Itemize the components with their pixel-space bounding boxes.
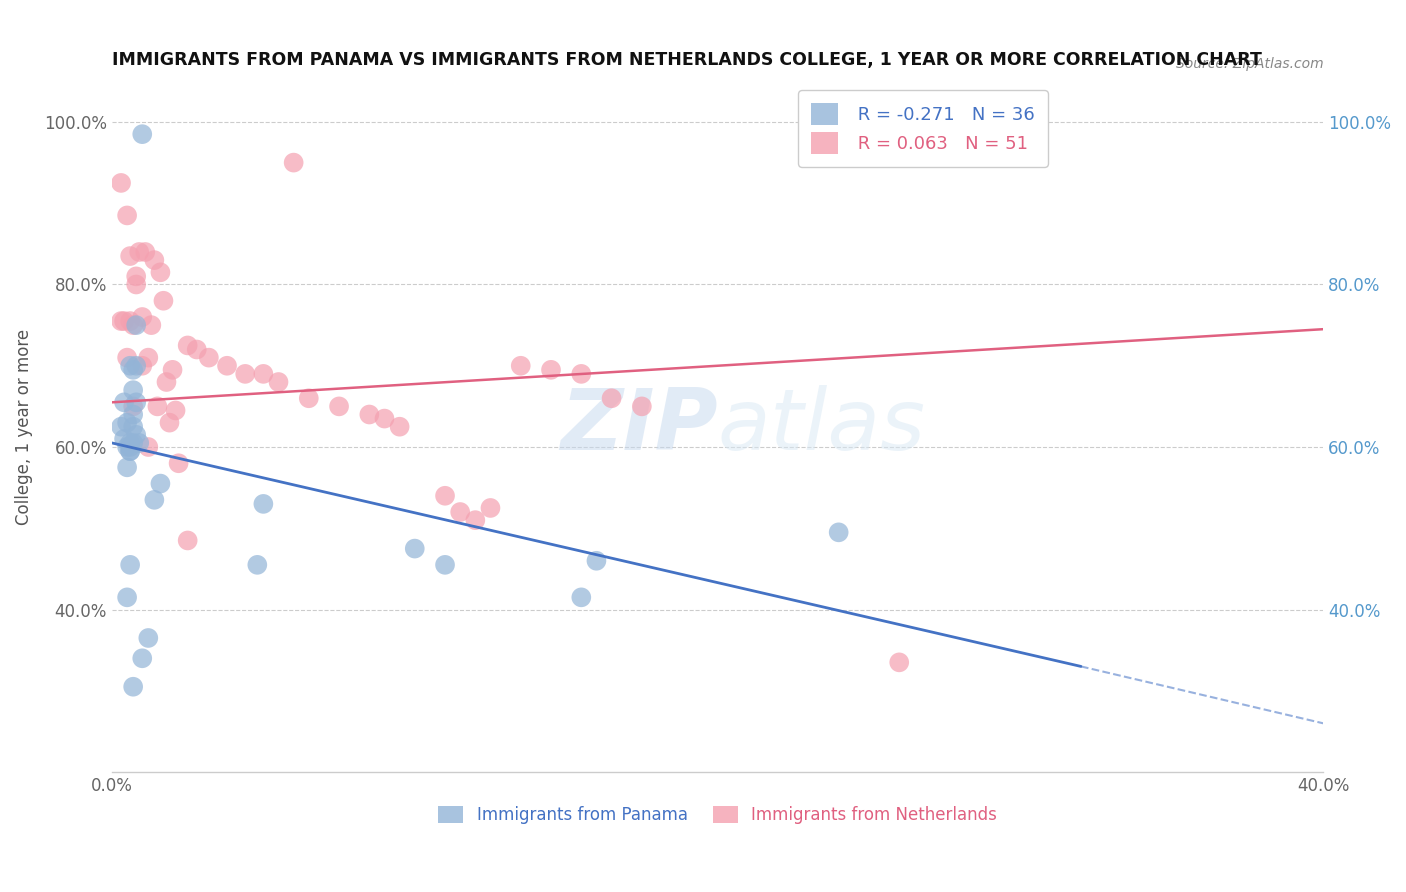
Point (146, 400, 169, 414)
Point (267, 375, 290, 389)
Point (569, 591, 592, 605)
Point (125, 395, 148, 409)
Point (136, 351, 159, 365)
Point (120, 359, 142, 373)
Point (540, 363, 562, 377)
Point (125, 318, 148, 332)
Point (186, 343, 208, 357)
Point (136, 440, 159, 454)
Point (631, 400, 654, 414)
Point (115, 351, 138, 365)
Point (252, 367, 274, 381)
Point (131, 310, 153, 324)
Point (120, 249, 142, 263)
Point (131, 359, 153, 373)
Point (112, 432, 135, 446)
Point (120, 440, 142, 454)
Point (122, 408, 145, 422)
Point (155, 375, 177, 389)
Point (122, 419, 145, 434)
Point (120, 444, 142, 458)
Point (434, 558, 457, 572)
Point (388, 419, 411, 434)
Point (434, 489, 457, 503)
Point (128, 436, 150, 450)
Point (122, 436, 145, 450)
Point (110, 419, 132, 434)
Point (479, 500, 502, 515)
Point (125, 269, 148, 284)
Point (449, 505, 471, 519)
Point (125, 427, 148, 442)
Point (827, 525, 849, 540)
Point (246, 558, 269, 572)
Point (176, 338, 198, 352)
Point (464, 513, 486, 527)
Point (298, 391, 321, 405)
Point (122, 363, 145, 377)
Text: Source: ZipAtlas.com: Source: ZipAtlas.com (1175, 57, 1323, 71)
Point (115, 591, 138, 605)
Point (167, 456, 190, 470)
Point (149, 265, 172, 279)
Point (115, 209, 138, 223)
Point (122, 318, 145, 332)
Point (120, 436, 142, 450)
Text: ZIP: ZIP (560, 385, 717, 468)
Point (159, 416, 181, 430)
Point (120, 558, 142, 572)
Point (328, 400, 350, 414)
Point (509, 359, 531, 373)
Point (198, 351, 221, 365)
Point (136, 631, 159, 645)
Point (585, 554, 607, 568)
Point (252, 497, 274, 511)
Point (233, 367, 256, 381)
Point (215, 359, 238, 373)
Legend: Immigrants from Panama, Immigrants from Netherlands: Immigrants from Panama, Immigrants from … (430, 798, 1005, 833)
Text: atlas: atlas (717, 385, 925, 468)
Point (115, 460, 138, 475)
Point (122, 400, 145, 414)
Point (176, 533, 198, 548)
Point (120, 314, 142, 328)
Point (141, 318, 163, 332)
Point (122, 383, 145, 397)
Point (162, 363, 184, 377)
Point (122, 680, 145, 694)
Point (120, 444, 142, 458)
Point (149, 476, 172, 491)
Point (165, 403, 187, 417)
Point (110, 176, 132, 190)
Point (115, 416, 138, 430)
Point (128, 245, 150, 260)
Point (112, 314, 135, 328)
Point (115, 440, 138, 454)
Point (404, 541, 426, 556)
Point (125, 277, 148, 292)
Point (131, 651, 153, 665)
Point (143, 492, 166, 507)
Text: IMMIGRANTS FROM PANAMA VS IMMIGRANTS FROM NETHERLANDS COLLEGE, 1 YEAR OR MORE CO: IMMIGRANTS FROM PANAMA VS IMMIGRANTS FRO… (112, 51, 1261, 69)
Point (569, 367, 592, 381)
Point (359, 408, 381, 422)
Point (110, 314, 132, 328)
Point (131, 127, 153, 141)
Point (889, 656, 911, 670)
Point (143, 253, 166, 268)
Y-axis label: College, 1 year or more: College, 1 year or more (15, 328, 32, 524)
Point (125, 359, 148, 373)
Point (600, 391, 623, 405)
Point (373, 411, 395, 425)
Point (283, 155, 305, 169)
Point (152, 293, 174, 308)
Point (112, 395, 135, 409)
Point (134, 245, 156, 260)
